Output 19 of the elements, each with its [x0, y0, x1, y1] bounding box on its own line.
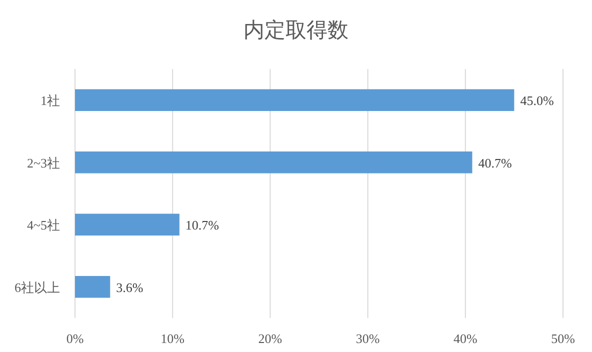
bar — [75, 276, 110, 298]
data-label: 3.6% — [116, 280, 144, 295]
bar — [75, 151, 472, 174]
x-tick-label: 20% — [258, 331, 282, 346]
x-tick-label: 40% — [453, 331, 478, 346]
y-tick-label: 6社以上 — [14, 280, 60, 295]
y-tick-label: 4~5社 — [26, 218, 60, 233]
x-tick-label: 30% — [356, 331, 380, 346]
x-tick-label: 50% — [551, 331, 576, 346]
x-tick-label: 10% — [160, 331, 185, 346]
x-tick-label: 0% — [66, 331, 84, 346]
data-label: 10.7% — [185, 218, 220, 233]
data-label: 45.0% — [520, 93, 554, 108]
data-label: 40.7% — [478, 155, 512, 170]
chart-title: 内定取得数 — [244, 18, 348, 42]
bar — [75, 89, 514, 112]
y-tick-label: 1社 — [40, 93, 60, 108]
bar — [75, 214, 180, 236]
y-tick-label: 2~3社 — [26, 155, 60, 170]
